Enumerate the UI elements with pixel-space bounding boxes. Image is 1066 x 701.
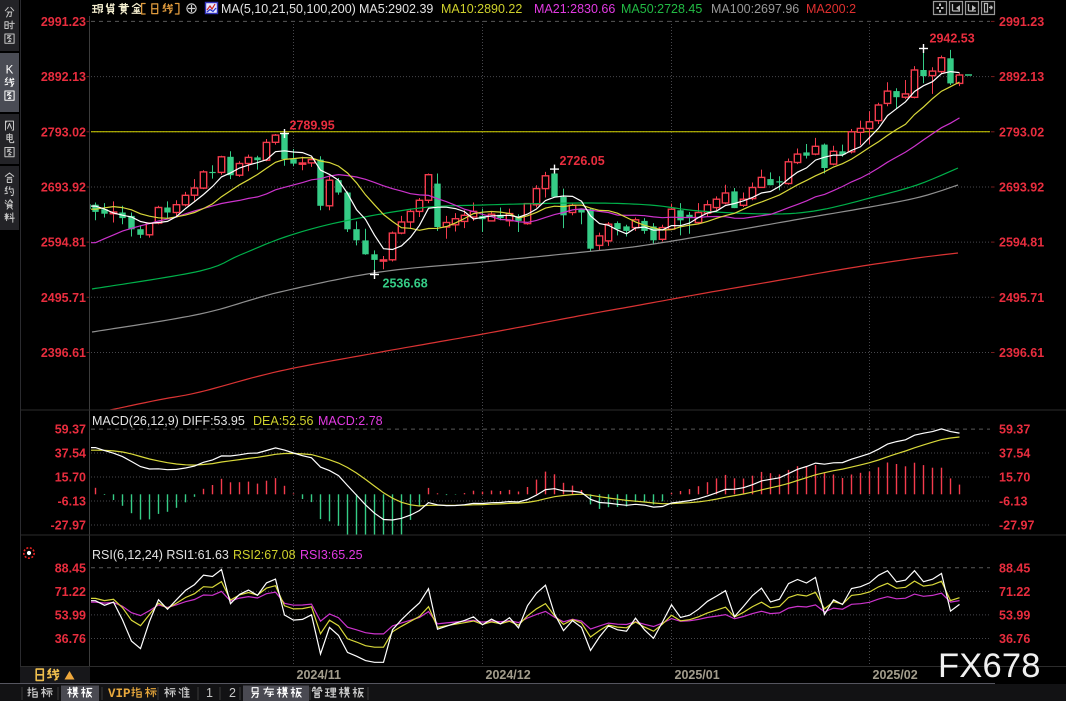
svg-text:K: K bbox=[6, 65, 14, 77]
svg-text:71.22: 71.22 bbox=[999, 585, 1030, 599]
svg-text:2594.81: 2594.81 bbox=[999, 236, 1044, 250]
svg-text:MA100:2697.96: MA100:2697.96 bbox=[711, 2, 799, 16]
svg-text:53.99: 53.99 bbox=[999, 608, 1030, 622]
svg-text:2536.68: 2536.68 bbox=[383, 277, 428, 291]
svg-text:-27.97: -27.97 bbox=[999, 519, 1034, 533]
svg-text:MACD:2.78: MACD:2.78 bbox=[318, 414, 383, 428]
svg-text:36.76: 36.76 bbox=[55, 632, 86, 646]
svg-text:2693.92: 2693.92 bbox=[999, 181, 1044, 195]
svg-text:1: 1 bbox=[206, 686, 213, 700]
svg-text:37.54: 37.54 bbox=[55, 447, 86, 461]
svg-text:88.45: 88.45 bbox=[55, 561, 86, 575]
svg-text:FX678: FX678 bbox=[938, 647, 1041, 685]
svg-text:15.70: 15.70 bbox=[55, 471, 86, 485]
svg-text:2892.13: 2892.13 bbox=[41, 70, 86, 84]
svg-text:MA50:2728.45: MA50:2728.45 bbox=[621, 2, 702, 16]
svg-text:2693.92: 2693.92 bbox=[41, 181, 86, 195]
svg-text:2396.61: 2396.61 bbox=[999, 346, 1044, 360]
svg-text:MA200:2: MA200:2 bbox=[806, 2, 856, 16]
svg-text:59.37: 59.37 bbox=[55, 423, 86, 437]
svg-text:2892.13: 2892.13 bbox=[999, 70, 1044, 84]
svg-text:MA10:2890.22: MA10:2890.22 bbox=[441, 2, 522, 16]
svg-text:88.45: 88.45 bbox=[999, 561, 1030, 575]
svg-text:2991.23: 2991.23 bbox=[41, 15, 86, 29]
svg-text:-27.97: -27.97 bbox=[51, 519, 86, 533]
svg-text:MA21:2830.66: MA21:2830.66 bbox=[534, 2, 615, 16]
svg-text:37.54: 37.54 bbox=[999, 447, 1030, 461]
svg-text:2793.02: 2793.02 bbox=[41, 125, 86, 139]
svg-text:2: 2 bbox=[229, 686, 236, 700]
svg-text:71.22: 71.22 bbox=[55, 585, 86, 599]
svg-text:MA(5,10,21,50,100,200): MA(5,10,21,50,100,200) bbox=[221, 2, 356, 16]
svg-text:2396.61: 2396.61 bbox=[41, 346, 86, 360]
svg-text:-6.13: -6.13 bbox=[999, 495, 1028, 509]
svg-text:-6.13: -6.13 bbox=[58, 495, 87, 509]
svg-text:2024/12: 2024/12 bbox=[486, 668, 531, 682]
svg-text:RSI3:65.25: RSI3:65.25 bbox=[300, 548, 363, 562]
svg-text:2991.23: 2991.23 bbox=[999, 15, 1044, 29]
svg-text:2726.05: 2726.05 bbox=[560, 154, 605, 168]
svg-text:15.70: 15.70 bbox=[999, 471, 1030, 485]
svg-text:MA5:2902.39: MA5:2902.39 bbox=[359, 2, 433, 16]
svg-text:MACD(26,12,9) DIFF:53.95: MACD(26,12,9) DIFF:53.95 bbox=[92, 414, 245, 428]
svg-text:53.99: 53.99 bbox=[55, 608, 86, 622]
svg-text:59.37: 59.37 bbox=[999, 423, 1030, 437]
svg-text:2025/01: 2025/01 bbox=[675, 668, 720, 682]
svg-text:RSI(6,12,24) RSI1:61.63: RSI(6,12,24) RSI1:61.63 bbox=[92, 548, 229, 562]
svg-text:2942.53: 2942.53 bbox=[930, 32, 975, 46]
svg-text:2789.95: 2789.95 bbox=[290, 119, 335, 133]
svg-text:DEA:52.56: DEA:52.56 bbox=[253, 414, 314, 428]
svg-text:2793.02: 2793.02 bbox=[999, 125, 1044, 139]
svg-text:2495.71: 2495.71 bbox=[999, 291, 1044, 305]
svg-text:36.76: 36.76 bbox=[999, 632, 1030, 646]
svg-text:VIP: VIP bbox=[108, 687, 131, 701]
svg-text:2495.71: 2495.71 bbox=[41, 291, 86, 305]
svg-text:2025/02: 2025/02 bbox=[873, 668, 918, 682]
svg-text:2594.81: 2594.81 bbox=[41, 236, 86, 250]
svg-text:2024/11: 2024/11 bbox=[297, 668, 342, 682]
svg-text:RSI2:67.08: RSI2:67.08 bbox=[233, 548, 296, 562]
